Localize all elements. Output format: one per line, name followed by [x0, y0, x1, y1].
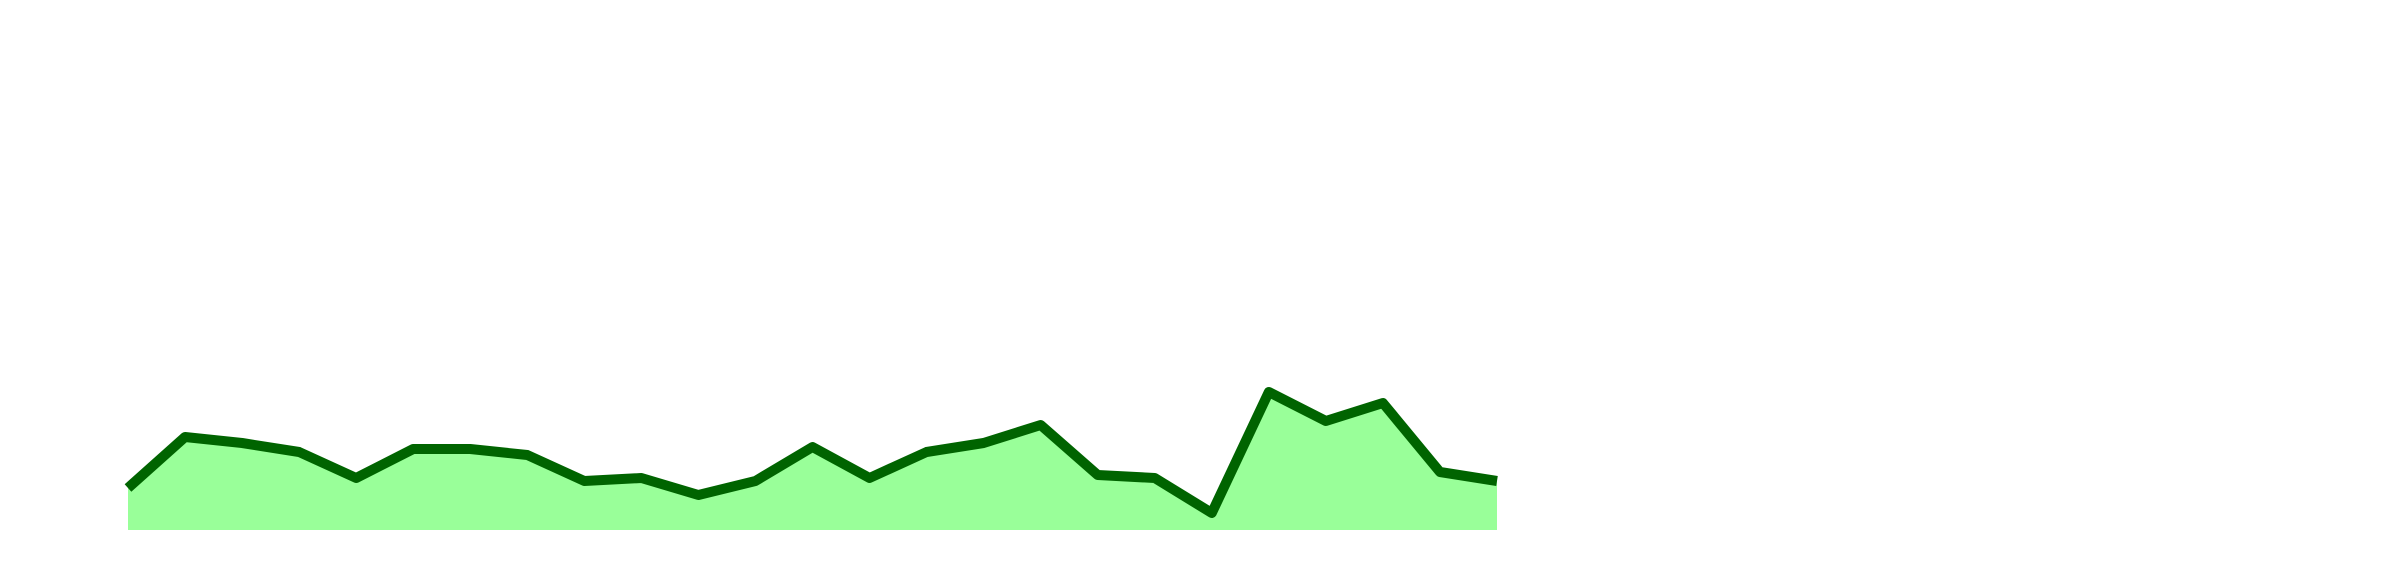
- line: [124, 387, 1498, 518]
- area-fill: [128, 392, 1497, 530]
